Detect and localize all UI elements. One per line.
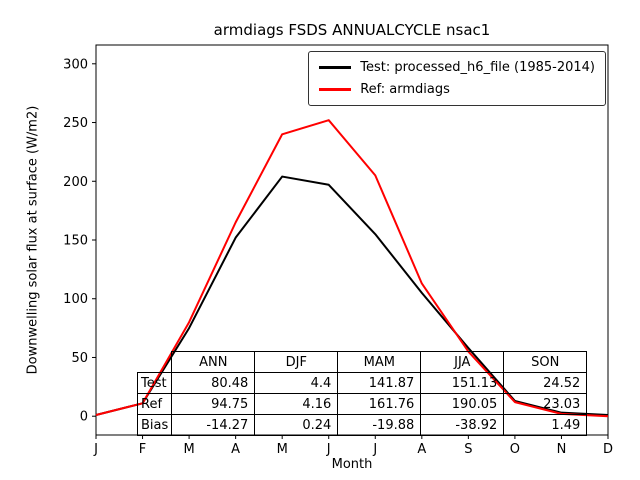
table-cell: 80.48 xyxy=(171,372,256,394)
table-corner xyxy=(138,352,172,373)
y-axis-label: Downwelling solar flux at surface (W/m2) xyxy=(25,105,41,375)
test-line-swatch xyxy=(319,66,352,69)
y-tick-label: 100 xyxy=(63,292,88,307)
table-col-header: SON xyxy=(503,351,588,373)
x-tick-label: J xyxy=(93,442,98,457)
x-tick-label: N xyxy=(557,442,567,457)
y-tick-label: 250 xyxy=(63,116,88,131)
x-tick-label: M xyxy=(183,442,194,457)
table-cell: 23.03 xyxy=(503,393,588,415)
table-row: Bias -14.27 0.24 -19.88 -38.92 1.49 xyxy=(136,414,588,436)
legend-label-ref: Ref: armdiags xyxy=(360,82,450,97)
x-tick-label: J xyxy=(326,442,331,457)
table-cell: 0.24 xyxy=(254,414,339,436)
x-tick-label: O xyxy=(510,442,520,457)
table-cell: 4.16 xyxy=(254,393,339,415)
table-cell: 24.52 xyxy=(503,372,588,394)
table-row-label: Bias xyxy=(136,414,173,436)
x-tick-label: F xyxy=(139,442,146,457)
table-header-row: ANN DJF MAM JJA SON xyxy=(138,351,588,373)
legend: Test: processed_h6_file (1985-2014) Ref:… xyxy=(308,51,606,106)
x-tick-label: A xyxy=(417,442,426,457)
table-col-header: JJA xyxy=(420,351,505,373)
y-tick-label: 200 xyxy=(63,175,88,190)
table-col-header: MAM xyxy=(337,351,422,373)
table-row: Test 80.48 4.4 141.87 151.13 24.52 xyxy=(136,372,588,394)
table-col-header: ANN xyxy=(171,351,256,373)
chart-title: armdiags FSDS ANNUALCYCLE nsac1 xyxy=(213,21,491,39)
x-tick-label: M xyxy=(277,442,288,457)
table-col-header: DJF xyxy=(254,351,339,373)
table-cell: 4.4 xyxy=(254,372,339,394)
table-row: Ref 94.75 4.16 161.76 190.05 23.03 xyxy=(136,393,588,415)
table-cell: 94.75 xyxy=(171,393,256,415)
table-cell: 161.76 xyxy=(337,393,422,415)
table-cell: 141.87 xyxy=(337,372,422,394)
x-axis-label: Month xyxy=(331,457,373,472)
table-row-label: Test xyxy=(136,372,173,394)
table-cell: 151.13 xyxy=(420,372,505,394)
table-cell: 1.49 xyxy=(503,414,588,436)
table-cell: -19.88 xyxy=(337,414,422,436)
y-tick-label: 50 xyxy=(71,351,88,366)
ref-line-swatch xyxy=(319,88,352,91)
x-tick-label: A xyxy=(231,442,240,457)
table-cell: 190.05 xyxy=(420,393,505,415)
table-row-label: Ref xyxy=(136,393,173,415)
y-tick-label: 300 xyxy=(63,57,88,72)
x-tick-label: J xyxy=(372,442,377,457)
table-cell: -38.92 xyxy=(420,414,505,436)
legend-entry-test: Test: processed_h6_file (1985-2014) xyxy=(319,60,595,75)
y-tick-label: 150 xyxy=(63,234,88,249)
x-tick-label: S xyxy=(464,442,472,457)
x-tick-label: D xyxy=(603,442,613,457)
legend-entry-ref: Ref: armdiags xyxy=(319,82,595,97)
y-tick-label: 0 xyxy=(80,410,88,425)
legend-label-test: Test: processed_h6_file (1985-2014) xyxy=(360,60,595,75)
stats-table: ANN DJF MAM JJA SON Test 80.48 4.4 141.87 151.13 2… xyxy=(136,351,588,436)
table-cell: -14.27 xyxy=(171,414,256,436)
